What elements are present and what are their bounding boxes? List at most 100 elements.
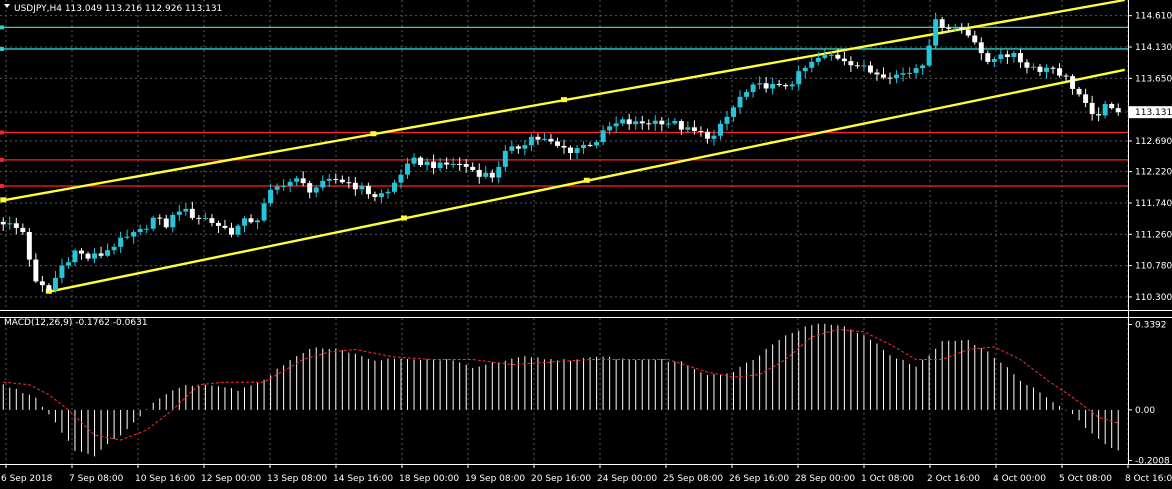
bull-candle bbox=[183, 208, 189, 212]
bull-candle bbox=[242, 218, 247, 226]
price-tick-label: 110.300 bbox=[1135, 293, 1172, 303]
bear-candle bbox=[972, 35, 978, 43]
bear-candle bbox=[639, 121, 645, 124]
bear-candle bbox=[1076, 88, 1082, 95]
price-tick-label: 112.690 bbox=[1135, 137, 1172, 147]
bull-candle bbox=[150, 217, 156, 229]
bear-candle bbox=[835, 54, 841, 59]
bear-candle bbox=[457, 163, 463, 165]
time-tick-label: 1 Oct 08:00 bbox=[861, 474, 914, 484]
bull-candle bbox=[822, 55, 828, 58]
bear-candle bbox=[189, 208, 195, 218]
bear-candle bbox=[307, 183, 313, 193]
bull-candle bbox=[144, 228, 150, 230]
bull-candle bbox=[920, 65, 926, 69]
bear-candle bbox=[13, 223, 19, 228]
bear-candle bbox=[1057, 68, 1063, 76]
bear-candle bbox=[691, 127, 697, 131]
bull-candle bbox=[894, 74, 900, 79]
bear-candle bbox=[46, 285, 52, 291]
bear-candle bbox=[1083, 94, 1089, 103]
bear-candle bbox=[568, 147, 573, 154]
time-tick-label: 7 Sep 08:00 bbox=[69, 474, 124, 484]
price-tick-label: 112.220 bbox=[1135, 168, 1172, 178]
trend-line-handle[interactable] bbox=[400, 215, 407, 221]
bull-candle bbox=[52, 277, 58, 291]
trend-line-handle[interactable] bbox=[370, 131, 377, 137]
macd-title: MACD(12,26,9) -0.1762 -0.0631 bbox=[4, 318, 148, 328]
bull-candle bbox=[1102, 104, 1108, 116]
bear-candle bbox=[476, 169, 482, 177]
bear-candle bbox=[626, 119, 632, 125]
macd-histogram bbox=[2, 323, 1119, 457]
level-handle[interactable] bbox=[0, 157, 4, 162]
bull-candle bbox=[770, 83, 776, 89]
bull-candle bbox=[789, 84, 795, 87]
bear-candle bbox=[418, 157, 424, 166]
bear-candle bbox=[79, 250, 84, 254]
bull-candle bbox=[620, 119, 626, 124]
bear-candle bbox=[939, 19, 945, 28]
bull-candle bbox=[496, 166, 502, 178]
bull-candle bbox=[613, 123, 619, 127]
trend-line-handle[interactable] bbox=[0, 197, 7, 203]
bull-candle bbox=[541, 138, 547, 140]
bull-candle bbox=[326, 178, 332, 181]
bear-candle bbox=[867, 65, 873, 73]
bear-candle bbox=[874, 72, 880, 75]
bull-candle bbox=[522, 145, 528, 149]
symbol-dropdown-icon[interactable] bbox=[4, 4, 10, 8]
time-tick-label: 8 Oct 16:00 bbox=[1125, 474, 1172, 484]
bull-candle bbox=[913, 68, 919, 73]
bull-candle bbox=[424, 161, 430, 166]
trend-line-handle[interactable] bbox=[561, 97, 567, 103]
price-tick-label: 114.130 bbox=[1135, 43, 1172, 53]
bull-candle bbox=[815, 57, 821, 62]
bear-candle bbox=[372, 194, 378, 198]
bull-candle bbox=[574, 148, 580, 154]
bull-candle bbox=[600, 130, 606, 143]
bull-candle bbox=[607, 126, 613, 131]
bear-candle bbox=[776, 83, 782, 85]
bear-candle bbox=[248, 218, 254, 223]
bull-candle bbox=[118, 237, 124, 247]
bull-candle bbox=[685, 127, 691, 130]
macd-tick-label: -0.2008 bbox=[1135, 456, 1170, 466]
bear-candle bbox=[352, 182, 358, 190]
bear-candle bbox=[965, 29, 971, 36]
bull-candle bbox=[235, 225, 241, 235]
bear-candle bbox=[783, 84, 789, 87]
bear-candle bbox=[20, 227, 26, 233]
time-tick-label: 25 Sep 08:00 bbox=[663, 474, 723, 484]
bull-candle bbox=[398, 174, 404, 183]
level-handle[interactable] bbox=[0, 25, 4, 30]
bear-candle bbox=[1024, 62, 1030, 68]
horizontal-levels[interactable] bbox=[0, 25, 1128, 188]
price-tick-label: 111.740 bbox=[1135, 199, 1172, 209]
time-tick-label: 18 Sep 00:00 bbox=[399, 474, 459, 484]
price-tick-label: 114.610 bbox=[1135, 12, 1172, 22]
bear-candle bbox=[300, 178, 306, 184]
bull-candle bbox=[405, 163, 410, 175]
bull-candle bbox=[202, 218, 208, 220]
bear-candle bbox=[431, 161, 437, 169]
bear-candle bbox=[1109, 104, 1115, 109]
time-tick-label: 26 Sep 16:00 bbox=[729, 474, 789, 484]
bull-candle bbox=[437, 162, 443, 169]
bear-candle bbox=[444, 162, 450, 165]
level-handle[interactable] bbox=[0, 130, 4, 135]
bull-candle bbox=[861, 65, 867, 67]
bull-candle bbox=[718, 123, 723, 136]
trend-line-handle[interactable] bbox=[583, 177, 590, 183]
bull-candle bbox=[483, 172, 489, 177]
bear-candle bbox=[946, 27, 952, 29]
time-tick-label: 5 Oct 08:00 bbox=[1059, 474, 1112, 484]
time-tick-label: 10 Sep 16:00 bbox=[135, 474, 195, 484]
time-tick-label: 6 Sep 2018 bbox=[1, 474, 53, 484]
bull-candle bbox=[509, 146, 515, 151]
bull-candle bbox=[170, 214, 176, 228]
bull-candle bbox=[131, 232, 137, 237]
level-handle[interactable] bbox=[0, 184, 4, 188]
level-handle[interactable] bbox=[0, 46, 4, 51]
